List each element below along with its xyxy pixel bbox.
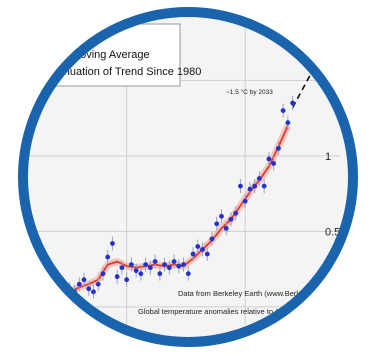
data-point	[233, 210, 239, 216]
data-point	[242, 198, 248, 204]
data-point	[124, 277, 130, 283]
data-point	[152, 259, 158, 264]
data-point	[147, 265, 153, 271]
data-point	[223, 225, 229, 231]
data-point	[228, 216, 234, 222]
data-point	[53, 296, 58, 302]
data-point	[209, 236, 215, 242]
data-point	[129, 262, 134, 268]
data-point	[100, 271, 106, 277]
y-tick-label: 1	[325, 151, 331, 163]
data-point	[114, 274, 120, 280]
data-point	[91, 289, 96, 295]
circular-frame	[18, 7, 358, 347]
y-tick-label: 0.5	[325, 226, 340, 238]
data-point	[285, 120, 291, 126]
data-point	[133, 268, 139, 274]
data-point	[143, 262, 149, 268]
data-point	[257, 176, 262, 181]
data-point	[48, 301, 54, 307]
data-point	[81, 277, 87, 283]
data-point	[138, 271, 144, 277]
data-point	[290, 100, 295, 106]
y-axis-label: emperature An	[345, 120, 360, 205]
annotation-15c-by-2033: ~1.5 °C by 2033	[226, 88, 273, 96]
data-point	[57, 304, 63, 310]
data-point	[176, 263, 182, 269]
annotation-data-source: Data from Berkeley Earth (www.BerkeleyEa…	[178, 289, 348, 298]
data-point	[280, 108, 286, 113]
legend-entry-average: age	[58, 32, 76, 44]
data-point	[214, 221, 220, 227]
data-point	[195, 244, 201, 249]
data-point	[157, 271, 163, 277]
data-point	[105, 254, 111, 260]
data-point	[204, 251, 210, 257]
y-tick-label: 0	[325, 302, 331, 314]
legend-entry-trend: ontinuation of Trend Since 1980	[46, 66, 201, 78]
data-point	[238, 183, 243, 189]
data-point	[219, 213, 224, 219]
data-point	[171, 259, 177, 264]
data-point	[76, 281, 82, 287]
data-point	[275, 145, 281, 151]
data-point	[252, 183, 258, 189]
data-point	[166, 265, 172, 271]
data-point	[190, 251, 196, 257]
data-point	[86, 286, 92, 292]
data-point	[266, 156, 272, 162]
data-point	[247, 186, 253, 192]
data-point	[119, 265, 125, 271]
data-point	[200, 247, 205, 252]
data-point	[185, 271, 191, 277]
data-point	[181, 262, 186, 268]
data-point	[162, 262, 167, 268]
data-point	[110, 241, 115, 246]
annotation-baseline: Global temperature anomalies relative to…	[138, 307, 325, 316]
data-point	[261, 183, 267, 189]
data-point	[95, 281, 101, 287]
data-point	[271, 161, 277, 166]
